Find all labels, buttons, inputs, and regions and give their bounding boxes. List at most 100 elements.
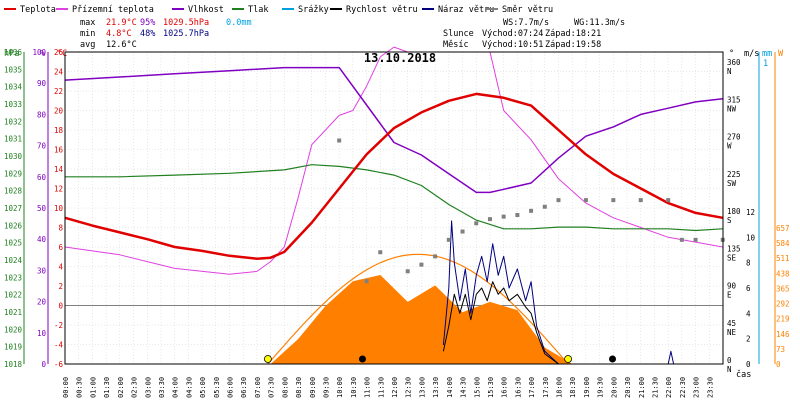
x-tick-label: 01:00 [89,377,97,398]
axis-wm2-tick: 146 [776,330,790,339]
axis-wm2-tick: 73 [776,345,785,354]
axis-dir-tick: 180 [727,207,741,216]
legend-label: Rychlost větru [346,5,418,15]
solar-theoretical-curve [267,253,569,365]
x-tick-label: 00:30 [76,377,84,398]
axis-temp-tick: -2 [54,321,63,330]
axis-dir-tick: 360 [727,58,741,67]
x-tick-label: 19:00 [583,377,591,398]
x-tick-label: 23:30 [706,377,714,398]
wind-direction-point [638,198,643,203]
sun-set-text: Západ:18:21 [545,29,601,39]
x-tick-label: 14:00 [446,377,454,398]
sunrise-marker [263,355,272,363]
legend: Teplota Přízemní teplota Vlhkost Tlak Srážky… [4,5,553,15]
x-tick-label: 18:30 [569,377,577,398]
axis-mm-top-tick: 1 [763,59,768,69]
axis-pct-tick: 10 [37,329,47,338]
axis-hpa-tick: 1024 [4,256,23,265]
wind-direction-point [446,237,451,242]
x-axis: 00:00 00:30 01:00 01:30 02:00 02:30 03:00 03:30… [62,377,714,398]
axis-wm2-tick: 292 [776,300,790,309]
astro-markers [263,355,617,363]
axis-ms-tick: 10 [746,233,756,242]
humidity-line [64,66,723,194]
axis-ms-tick: 12 [746,208,755,217]
wind-direction-layer [337,138,725,284]
axis-dir-tick: 270 [727,133,741,142]
x-tick-label: 21:00 [638,377,646,398]
axis-wm2-tick: 438 [776,269,790,278]
wind-direction-point [542,204,547,209]
x-tick-label: 22:00 [665,377,673,398]
axis-dir-tick: 90 [727,282,737,291]
solar-radiation-fill [270,274,573,364]
axis-dir-label: SE [727,253,737,262]
axis-dir-label: NE [727,328,737,337]
wind-direction-point [666,198,671,203]
moonset-marker [609,355,617,363]
stat-max-rain: 0.0mm [226,18,252,28]
wind-direction-point [419,262,424,267]
axis-temp-tick: 24 [54,68,64,77]
axis-wm2-tick: 0 [776,360,781,369]
axis-pct-tick: 40 [37,235,47,244]
axis-unit-pct: % [40,49,45,59]
sun-rise-text: Východ:07:24 [482,29,543,39]
x-tick-label: 03:30 [158,377,166,398]
x-tick-label: 09:30 [322,377,330,398]
wind-direction-point [433,254,438,259]
info-block: WS:7.7m/s WG:11.3m/s Slunce Východ:07:24… [443,18,625,50]
temperature-line [64,92,723,260]
wind-direction-point [693,237,698,242]
stat-min-hum: 48% [140,29,155,39]
legend-label: Přízemní teplota [72,5,154,15]
pressure-line [65,164,723,232]
x-tick-label: 10:00 [336,377,344,398]
x-tick-label: 21:30 [651,377,659,398]
axis-pct-tick: 90 [37,79,47,88]
x-tick-label: 17:30 [542,377,550,398]
x-tick-label: 17:00 [528,377,536,398]
axis-pct-tick: 70 [37,142,47,151]
x-tick-label: 02:30 [131,377,139,398]
axis-temp-tick: 4 [58,263,63,272]
x-tick-label: 08:00 [281,377,289,398]
wind-direction-point [556,198,561,203]
moon-set-text: Západ:19:58 [545,40,601,50]
stat-avg-label: avg [80,40,95,50]
right-axes: 360N315NW270W225SW180S135SE90E45NE0N1210… [727,52,790,374]
moon-label: Měsíc [443,40,469,50]
axis-temp-tick: 2 [58,282,63,291]
wind-gust-text: WG:11.3m/s [574,18,625,28]
axis-hpa-tick: 1022 [4,291,22,300]
chart-title-date: 13.10.2018 [364,51,436,65]
axis-unit-mm: mm [762,49,772,59]
x-tick-label: 20:30 [624,377,632,398]
axis-temp-tick: 20 [54,107,64,116]
axis-temp-tick: 14 [54,165,64,174]
axis-unit-wm2: W [778,49,784,59]
x-tick-label: 07:30 [268,377,276,398]
x-tick-label: 13:30 [432,377,440,398]
x-tick-label: 18:00 [556,377,564,398]
stat-avg-temp: 12.6°C [106,40,137,50]
legend-label: Teplota [20,5,56,15]
stat-max-label: max [80,18,95,28]
axis-pct-tick: 80 [37,110,47,119]
legend-label: Náraz větru [438,5,494,15]
x-tick-label: 04:30 [185,377,193,398]
moonrise-marker [358,355,366,363]
wind-speed-text: WS:7.7m/s [503,18,549,28]
axis-wm2-tick: 365 [776,284,790,293]
x-tick-label: 05:30 [213,377,221,398]
axis-wm2-tick: 219 [776,315,790,324]
axis-ms-tick: 4 [746,309,751,318]
axis-dir-label: N [727,67,732,76]
axis-pct-tick: 20 [37,298,47,307]
x-tick-label: 07:00 [254,377,262,398]
axis-dir-tick: 315 [727,95,741,104]
x-tick-label: 14:30 [460,377,468,398]
axis-hpa-tick: 1028 [4,187,23,196]
